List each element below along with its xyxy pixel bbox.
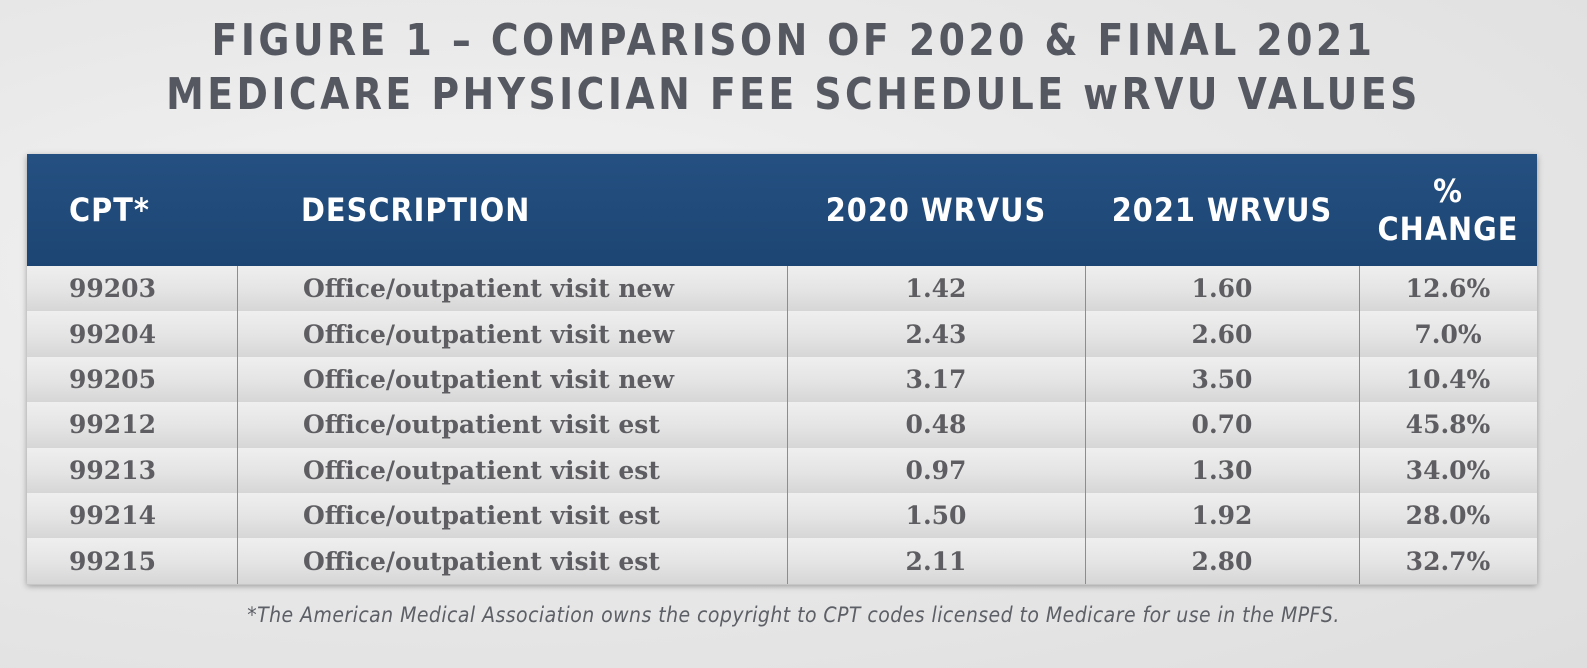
cell-description: Office/outpatient visit new: [303, 274, 674, 304]
cell-2021-wrvu: 3.50: [1191, 364, 1253, 394]
cell-2021-wrvu: 1.30: [1191, 455, 1253, 485]
cell-2020-wrvu: 2.43: [905, 319, 967, 349]
header-2021-wrvus: 2021 WRVUS: [1111, 191, 1333, 229]
cell-2020-wrvu: 1.50: [905, 501, 967, 531]
header-description: DESCRIPTION: [301, 191, 531, 229]
cell-description: Office/outpatient visit est: [303, 455, 660, 485]
column-divider: [237, 266, 238, 584]
cell-cpt: 99203: [69, 274, 156, 304]
cell-percent-change: 7.0%: [1414, 319, 1482, 349]
cell-cpt: 99212: [69, 410, 156, 440]
table-row: 99212 Office/outpatient visit est 0.48 0.70…: [27, 402, 1537, 449]
cell-2020-wrvu: 3.17: [905, 364, 967, 394]
header-cpt: CPT*: [69, 191, 150, 229]
table-row: 99203 Office/outpatient visit new 1.42 1.60…: [27, 266, 1537, 313]
cell-cpt: 99213: [69, 455, 156, 485]
header-change-label: CHANGE: [1377, 210, 1519, 248]
cell-percent-change: 45.8%: [1405, 410, 1491, 440]
cell-2020-wrvu: 0.48: [905, 410, 967, 440]
cell-cpt: 99215: [69, 546, 156, 576]
table-row: 99204 Office/outpatient visit new 2.43 2.60…: [27, 311, 1537, 358]
wrvu-comparison-table: CPT* DESCRIPTION 2020 WRVUS 2021 WRVUS %…: [27, 154, 1537, 585]
cell-2021-wrvu: 1.92: [1191, 501, 1253, 531]
cell-description: Office/outpatient visit est: [303, 501, 660, 531]
table-row: 99213 Office/outpatient visit est 0.97 1.30…: [27, 447, 1537, 494]
column-divider: [1085, 266, 1086, 584]
cell-cpt: 99204: [69, 319, 156, 349]
table-row: 99214 Office/outpatient visit est 1.50 1.92…: [27, 493, 1537, 540]
cell-percent-change: 34.0%: [1405, 455, 1491, 485]
cell-2021-wrvu: 0.70: [1191, 410, 1253, 440]
cell-cpt: 99214: [69, 501, 156, 531]
table-body: 99203 Office/outpatient visit new 1.42 1.60…: [27, 266, 1537, 585]
cell-percent-change: 12.6%: [1405, 274, 1491, 304]
column-divider: [787, 266, 788, 584]
figure-title-line-2: MEDICARE PHYSICIAN FEE SCHEDULE wRVU VAL…: [166, 69, 1421, 120]
cell-description: Office/outpatient visit est: [303, 546, 660, 576]
figure-title: FIGURE 1 – COMPARISON OF 2020 & FINAL 20…: [111, 14, 1476, 122]
cell-percent-change: 28.0%: [1405, 501, 1491, 531]
cell-description: Office/outpatient visit est: [303, 410, 660, 440]
column-divider: [1359, 266, 1360, 584]
cell-2020-wrvu: 2.11: [905, 546, 967, 576]
header-2020-wrvus: 2020 WRVUS: [825, 191, 1047, 229]
cell-2020-wrvu: 0.97: [905, 455, 967, 485]
table-row: 99205 Office/outpatient visit new 3.17 3.50…: [27, 356, 1537, 404]
cell-percent-change: 10.4%: [1405, 364, 1491, 394]
header-percent-symbol: %: [1433, 172, 1463, 210]
cell-percent-change: 32.7%: [1405, 546, 1491, 576]
cell-2021-wrvu: 1.60: [1191, 274, 1253, 304]
table-row: 99215 Office/outpatient visit est 2.11 2.80…: [27, 538, 1537, 585]
table-header: CPT* DESCRIPTION 2020 WRVUS 2021 WRVUS %…: [27, 154, 1537, 268]
cell-description: Office/outpatient visit new: [303, 319, 674, 349]
header-percent-change: % CHANGE: [1359, 154, 1537, 266]
cell-2021-wrvu: 2.80: [1191, 546, 1253, 576]
cell-2021-wrvu: 2.60: [1191, 319, 1253, 349]
copyright-footnote: *The American Medical Association owns t…: [247, 603, 1340, 627]
cell-2020-wrvu: 1.42: [905, 274, 967, 304]
figure-title-line-1: FIGURE 1 – COMPARISON OF 2020 & FINAL 20…: [211, 15, 1376, 66]
cell-description: Office/outpatient visit new: [303, 364, 674, 394]
cell-cpt: 99205: [69, 364, 156, 394]
